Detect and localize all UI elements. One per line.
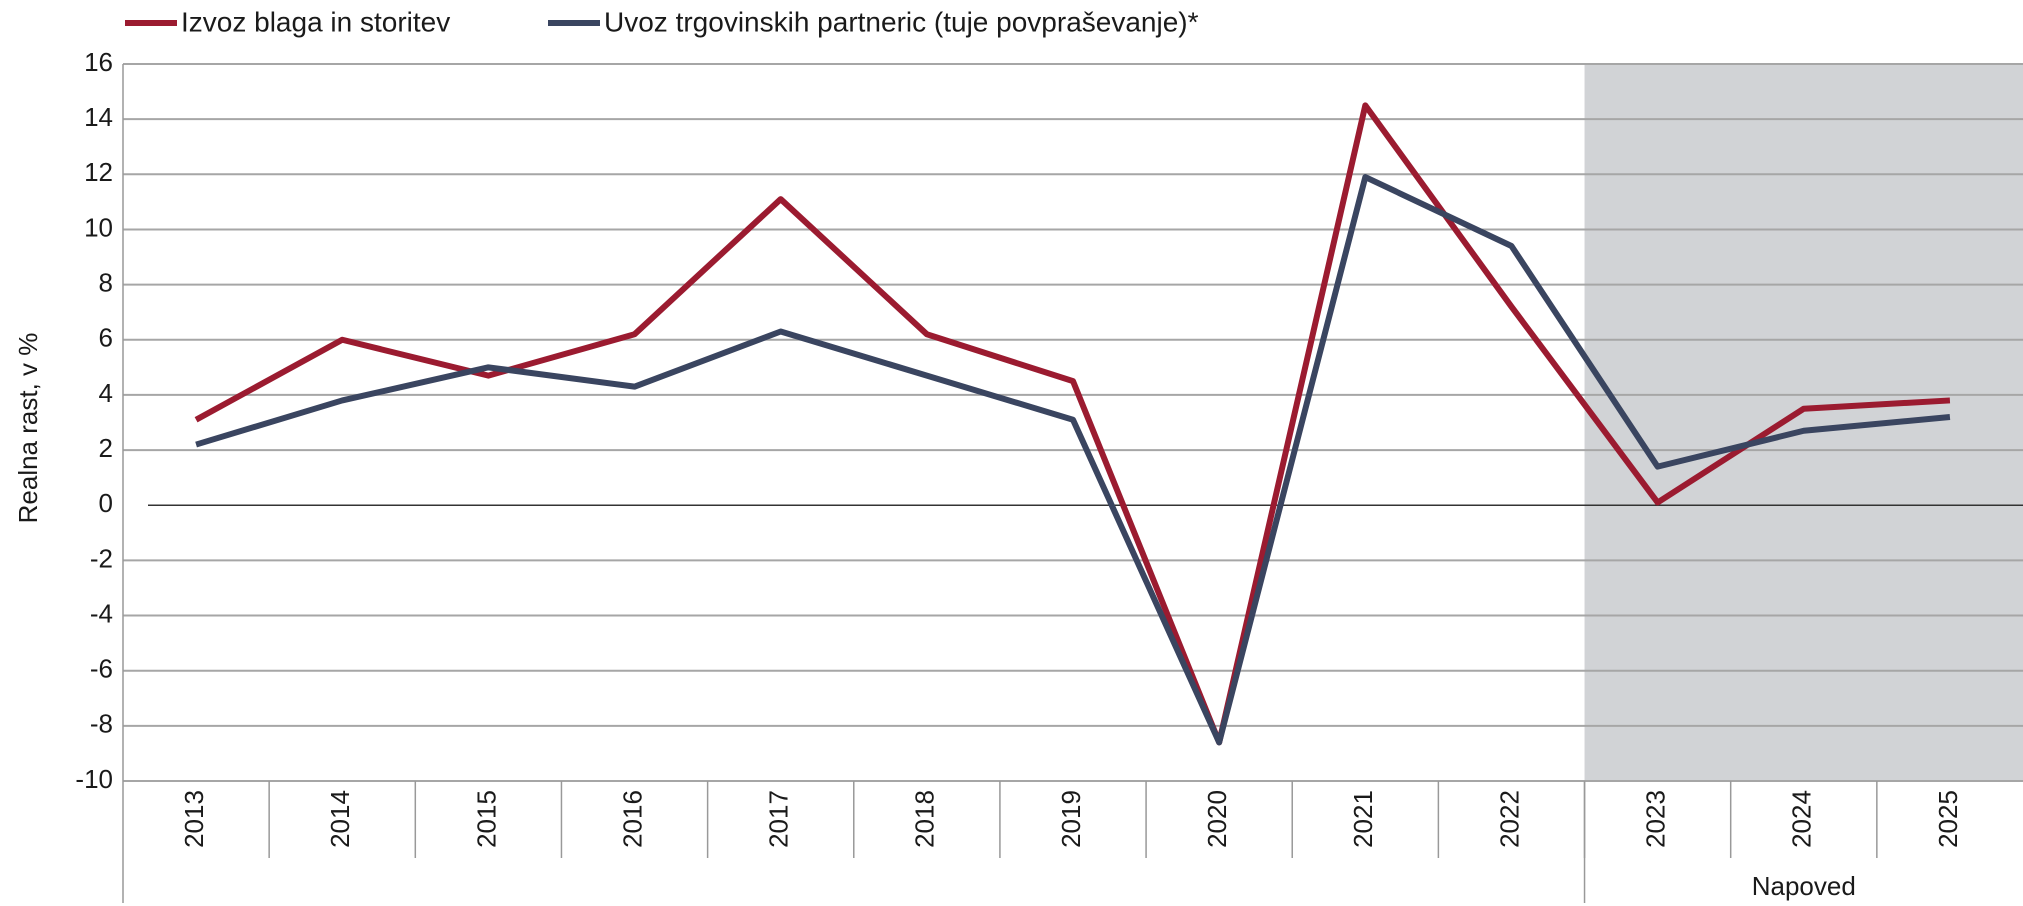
y-tick-label: 2 — [99, 433, 113, 463]
y-tick-label: 6 — [99, 323, 113, 353]
y-tick-label: -4 — [90, 598, 113, 628]
y-tick-label: 12 — [84, 157, 113, 187]
x-tick-label: 2016 — [617, 790, 647, 848]
y-tick-label: 16 — [84, 47, 113, 77]
y-tick-label: -2 — [90, 543, 113, 573]
legend-label: Uvoz trgovinskih partneric (tuje povpraš… — [604, 6, 1199, 37]
y-tick-label: -10 — [75, 764, 113, 794]
x-tick-label: 2023 — [1640, 790, 1670, 848]
y-tick-label: -8 — [90, 709, 113, 739]
y-tick-label: 14 — [84, 102, 113, 132]
y-tick-label: 4 — [99, 378, 113, 408]
y-tick-label: 10 — [84, 212, 113, 242]
x-tick-label: 2015 — [471, 790, 501, 848]
x-tick-label: 2020 — [1202, 790, 1232, 848]
forecast-region — [1584, 64, 2023, 781]
x-tick-label: 2014 — [325, 790, 355, 848]
x-tick-label: 2017 — [764, 790, 794, 848]
y-axis-label: Realna rast, v % — [13, 333, 43, 524]
series-line — [194, 102, 1951, 746]
y-tick-label: 0 — [99, 488, 113, 518]
y-tick-label: -6 — [90, 654, 113, 684]
x-tick-label: 2024 — [1787, 790, 1817, 848]
series-line — [195, 174, 1951, 746]
forecast-label: Napoved — [1752, 871, 1856, 901]
x-tick-label: 2022 — [1494, 790, 1524, 848]
y-tick-label: 8 — [99, 267, 113, 297]
x-tick-label: 2019 — [1056, 790, 1086, 848]
x-tick-label: 2025 — [1933, 790, 1963, 848]
x-tick-label: 2018 — [910, 790, 940, 848]
x-tick-label: 2021 — [1348, 790, 1378, 848]
x-tick-label: 2013 — [179, 790, 209, 848]
legend-label: Izvoz blaga in storitev — [181, 6, 450, 37]
